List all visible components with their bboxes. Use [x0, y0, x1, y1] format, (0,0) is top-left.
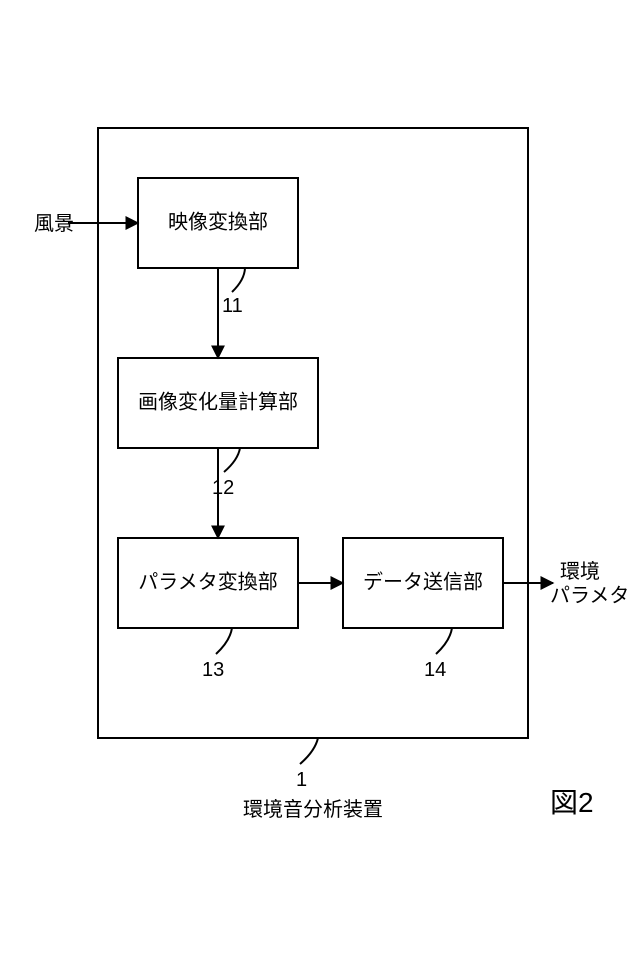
- ref-1-ref: 1: [296, 769, 307, 791]
- ref-13-tick: [216, 628, 232, 654]
- ref-13-ref: 13: [202, 659, 224, 681]
- ref-11-tick: [232, 268, 245, 292]
- output-label-line2: パラメタ: [550, 584, 629, 607]
- input-label: 風景: [34, 213, 74, 235]
- box-parameter-conversion-label: パラメタ変換部: [138, 570, 277, 593]
- box-image-change-calc-label: 画像変化量計算部: [138, 390, 298, 413]
- ref-14-ref: 14: [424, 659, 446, 681]
- ref-11-ref: 11: [222, 295, 243, 317]
- box-video-conversion-label: 映像変換部: [168, 210, 268, 233]
- output-label-line1: 環境: [560, 560, 600, 583]
- ref-14-tick: [436, 628, 452, 654]
- ref-1-tick: [300, 738, 318, 764]
- ref-12-ref: 12: [212, 477, 234, 499]
- container-caption: 環境音分析装置: [243, 798, 383, 821]
- figure-label: 図2: [550, 787, 594, 818]
- ref-12-tick: [224, 448, 240, 472]
- box-data-transmission-label: データ送信部: [363, 570, 483, 593]
